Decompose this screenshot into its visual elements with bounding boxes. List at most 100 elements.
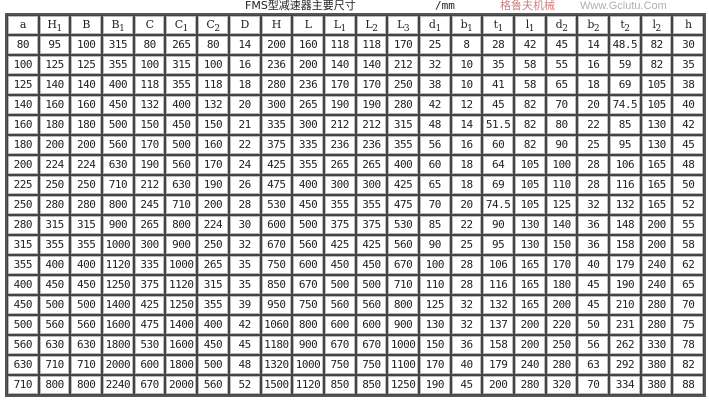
table-cell: 40 <box>672 95 705 116</box>
table-cell: 90 <box>545 135 578 156</box>
header-subscript: 2 <box>562 24 568 35</box>
table-cell: 16 <box>450 135 483 156</box>
table-cell: 158 <box>609 235 641 256</box>
table-cell: 18 <box>228 75 261 96</box>
table-cell: 90 <box>418 235 451 256</box>
table-cell: 20 <box>228 95 261 116</box>
table-cell: 200 <box>640 235 673 256</box>
table-cell: 425 <box>133 295 166 316</box>
table-cell: 32 <box>450 295 483 316</box>
column-header: H <box>260 15 293 36</box>
table-cell: 500 <box>197 355 229 376</box>
table-cell: 900 <box>102 215 134 236</box>
header-subscript: 2 <box>372 24 378 35</box>
table-cell: 100 <box>197 55 229 76</box>
table-cell: 225 <box>7 175 39 196</box>
table-cell: 224 <box>38 155 71 176</box>
table-cell: 10 <box>450 55 483 76</box>
table-cell: 51.5 <box>482 115 514 136</box>
header-base: t <box>620 18 625 31</box>
table-cell: 280 <box>70 195 103 216</box>
header-base: d <box>428 18 436 31</box>
table-cell: 70 <box>577 375 610 396</box>
table-cell: 630 <box>102 155 134 176</box>
table-cell: 62 <box>672 255 705 276</box>
table-cell: 560 <box>387 235 419 256</box>
table-cell: 200 <box>260 35 293 56</box>
table-cell: 750 <box>323 355 356 376</box>
table-cell: 130 <box>640 135 673 156</box>
table-cell: 150 <box>197 115 229 136</box>
table-cell: 450 <box>323 255 356 276</box>
header-subscript: 1 <box>435 24 441 35</box>
table-cell: 65 <box>545 75 578 96</box>
table-cell: 560 <box>197 375 229 396</box>
table-cell: 48.5 <box>609 35 641 56</box>
table-cell: 380 <box>640 355 673 376</box>
table-cell: 265 <box>133 215 166 236</box>
table-cell: 250 <box>70 175 103 196</box>
table-cell: 630 <box>165 175 198 196</box>
table-cell: 630 <box>70 335 103 356</box>
table-cell: 220 <box>545 315 578 336</box>
column-header: C <box>133 15 166 36</box>
table-cell: 42 <box>514 35 546 56</box>
table-cell: 55 <box>672 215 705 236</box>
table-cell: 24 <box>228 155 261 176</box>
table-cell: 400 <box>7 275 39 296</box>
table-cell: 1100 <box>387 355 419 376</box>
table-cell: 750 <box>355 355 388 376</box>
header-base: t <box>493 18 498 31</box>
table-cell: 900 <box>165 235 198 256</box>
table-cell: 236 <box>355 135 388 156</box>
table-cell: 16 <box>228 55 261 76</box>
table-cell: 82 <box>514 115 546 136</box>
table-cell: 28 <box>482 35 514 56</box>
table-row: 630 710 710 2000 600 1800 500 48 1320 1000 750 750 1… <box>7 355 705 376</box>
table-cell: 600 <box>260 215 293 236</box>
table-cell: 1060 <box>260 315 293 336</box>
table-cell: 100 <box>418 255 451 276</box>
table-cell: 335 <box>133 255 166 276</box>
table-cell: 32 <box>418 55 451 76</box>
table-cell: 1000 <box>165 255 198 276</box>
table-cell: 118 <box>197 75 229 96</box>
table-cell: 560 <box>323 295 356 316</box>
table-cell: 52 <box>228 375 261 396</box>
table-cell: 137 <box>482 315 514 336</box>
table-cell: 355 <box>387 135 419 156</box>
column-header: C2 <box>197 15 229 36</box>
unit-label: /mm <box>435 0 455 12</box>
header-subscript: 1 <box>528 24 535 35</box>
table-cell: 38 <box>418 75 451 96</box>
table-cell: 710 <box>387 275 419 296</box>
table-cell: 236 <box>292 75 324 96</box>
table-cell: 65 <box>418 175 451 196</box>
dimension-table: a H1 B B1 C C1 C2 D H L L1 L2 L3 d1 b1 t1 l1 d2 b2 t2 l2 h 80 9… <box>5 13 707 398</box>
table-row: 180 200 200 560 170 500 160 22 375 335 236 236 355 56… <box>7 135 705 156</box>
table-cell: 1180 <box>260 335 293 356</box>
table-cell: 1120 <box>102 255 134 276</box>
table-cell: 750 <box>260 255 293 276</box>
table-cell: 105 <box>640 75 673 96</box>
table-cell: 38 <box>672 75 705 96</box>
table-cell: 330 <box>640 335 673 356</box>
table-cell: 1120 <box>165 275 198 296</box>
table-cell: 375 <box>133 275 166 296</box>
table-cell: 1000 <box>102 235 134 256</box>
column-header: H1 <box>38 15 71 36</box>
table-cell: 82 <box>672 355 705 376</box>
table-cell: 65 <box>672 275 705 296</box>
table-cell: 710 <box>38 355 71 376</box>
column-header: h <box>672 15 705 36</box>
table-row: 560 630 630 1800 530 1600 450 45 1180 900 670 670 10… <box>7 335 705 356</box>
table-cell: 250 <box>38 175 71 196</box>
table-cell: 425 <box>355 235 388 256</box>
table-cell: 160 <box>70 95 103 116</box>
table-cell: 80 <box>133 35 166 56</box>
table-cell: 118 <box>355 35 388 56</box>
table-cell: 14 <box>577 35 610 56</box>
table-cell: 170 <box>355 75 388 96</box>
table-cell: 1600 <box>165 335 198 356</box>
table-cell: 132 <box>197 95 229 116</box>
